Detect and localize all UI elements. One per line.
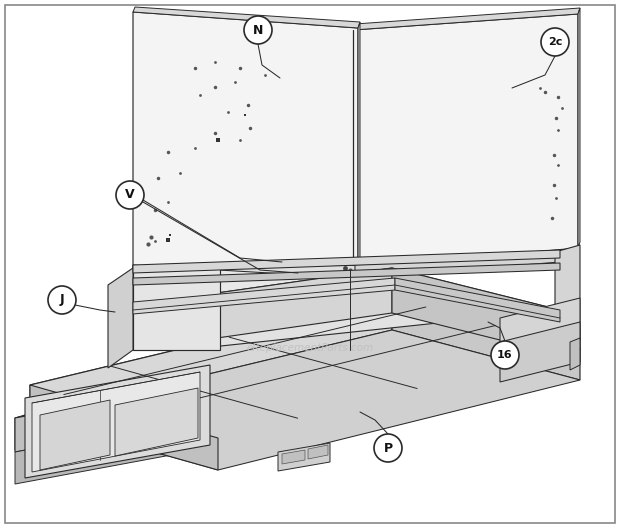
Polygon shape bbox=[133, 250, 560, 273]
Polygon shape bbox=[115, 388, 198, 456]
Text: 16: 16 bbox=[497, 350, 513, 360]
Polygon shape bbox=[15, 382, 392, 484]
Polygon shape bbox=[15, 330, 392, 418]
Polygon shape bbox=[30, 298, 580, 438]
Polygon shape bbox=[133, 265, 355, 305]
Polygon shape bbox=[308, 445, 328, 459]
Polygon shape bbox=[25, 365, 210, 478]
Text: J: J bbox=[60, 294, 64, 306]
Text: eReplacementParts.com: eReplacementParts.com bbox=[246, 343, 374, 353]
Text: P: P bbox=[383, 441, 392, 455]
Polygon shape bbox=[30, 385, 218, 470]
Circle shape bbox=[374, 434, 402, 462]
Text: 2c: 2c bbox=[548, 37, 562, 47]
Circle shape bbox=[116, 181, 144, 209]
Polygon shape bbox=[358, 22, 360, 268]
Polygon shape bbox=[15, 348, 392, 452]
Text: N: N bbox=[253, 24, 263, 36]
Polygon shape bbox=[40, 400, 110, 470]
Polygon shape bbox=[32, 372, 200, 472]
Polygon shape bbox=[30, 298, 392, 417]
Polygon shape bbox=[133, 268, 392, 350]
Polygon shape bbox=[133, 278, 395, 314]
Polygon shape bbox=[133, 12, 358, 268]
Polygon shape bbox=[15, 330, 392, 450]
Circle shape bbox=[491, 341, 519, 369]
Polygon shape bbox=[353, 14, 578, 268]
Polygon shape bbox=[278, 443, 330, 471]
Polygon shape bbox=[555, 245, 580, 356]
Polygon shape bbox=[355, 250, 560, 278]
Polygon shape bbox=[500, 322, 580, 382]
Polygon shape bbox=[133, 268, 560, 348]
Polygon shape bbox=[570, 338, 580, 370]
Circle shape bbox=[541, 28, 569, 56]
Polygon shape bbox=[133, 7, 360, 28]
Polygon shape bbox=[392, 268, 560, 355]
Text: V: V bbox=[125, 188, 135, 202]
Polygon shape bbox=[133, 263, 560, 285]
Circle shape bbox=[244, 16, 272, 44]
Polygon shape bbox=[392, 298, 580, 380]
Polygon shape bbox=[500, 298, 580, 360]
Polygon shape bbox=[353, 8, 580, 30]
Polygon shape bbox=[282, 450, 305, 464]
Polygon shape bbox=[108, 268, 133, 368]
Polygon shape bbox=[133, 268, 220, 350]
Polygon shape bbox=[30, 330, 580, 470]
Circle shape bbox=[48, 286, 76, 314]
Polygon shape bbox=[395, 278, 560, 322]
Polygon shape bbox=[578, 8, 580, 248]
Polygon shape bbox=[133, 265, 355, 278]
